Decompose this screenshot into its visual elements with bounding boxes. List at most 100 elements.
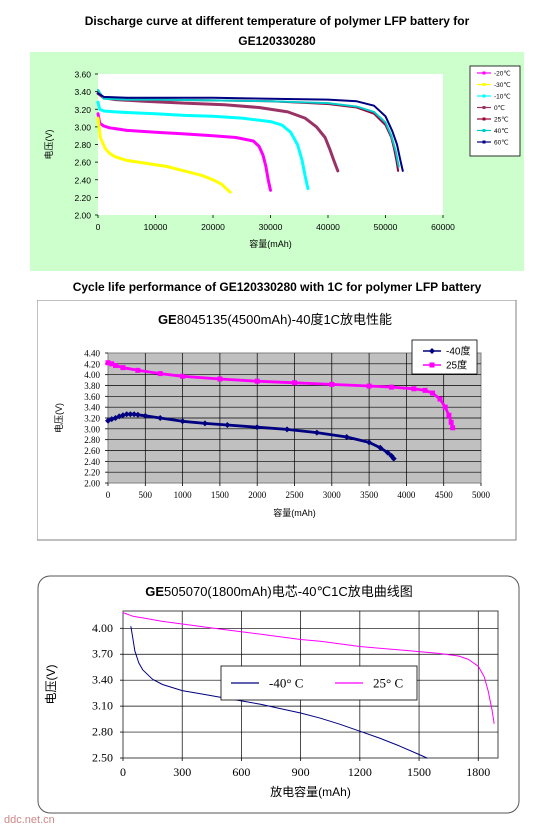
y-tick-label: 4.00 — [84, 370, 100, 380]
x-tick-label: 3500 — [360, 490, 379, 500]
x-tick-label: 1000 — [174, 490, 193, 500]
legend-marker — [482, 83, 486, 86]
data-point — [217, 376, 223, 382]
legend-label: 0℃ — [494, 104, 505, 112]
data-point — [201, 420, 208, 427]
data-point — [442, 404, 448, 410]
x-tick-label: 900 — [292, 765, 310, 779]
x-tick-label: 2500 — [286, 490, 305, 500]
x-tick-label: 40000 — [316, 222, 340, 232]
data-point — [366, 383, 372, 389]
legend-box — [469, 65, 521, 157]
y-tick-label: 3.40 — [84, 403, 100, 413]
data-point — [135, 367, 141, 373]
data-point — [112, 362, 118, 368]
data-point — [343, 433, 350, 440]
plot-area — [98, 74, 443, 215]
data-point — [313, 429, 320, 436]
data-point — [450, 425, 456, 431]
series-line-0 — [96, 112, 272, 192]
legend-marker — [482, 140, 486, 144]
chart-title: GE8045135(4500mAh)-40度1C放电性能 — [158, 312, 392, 327]
series-line-0 — [130, 626, 428, 759]
data-point — [142, 412, 149, 419]
y-tick-label: 2.80 — [92, 725, 113, 739]
legend-marker — [482, 94, 486, 98]
data-point — [422, 387, 428, 393]
series-line-1 — [96, 116, 232, 194]
x-tick-label: 0 — [106, 490, 111, 500]
data-point — [284, 426, 291, 433]
series-line-5 — [97, 88, 400, 168]
chart-temperature-discharge: 2.00 2.20 2.40 2.60 2.80 3.00 3.20 3.40 3.60 0 100… — [30, 52, 524, 271]
chart-title-text: 8045135(4500mAh)-40度1C放电性能 — [177, 312, 392, 327]
data-point — [131, 411, 138, 418]
y-axis-label: 电压(V) — [53, 403, 64, 433]
data-point — [448, 419, 454, 425]
legend-marker — [429, 362, 435, 368]
legend-label: 60℃ — [494, 138, 509, 146]
data-point — [388, 452, 395, 459]
legend-label: -20℃ — [494, 69, 511, 77]
series-line-1 — [122, 612, 495, 724]
chart2-section-title: Cycle life performance of GE120330280 wi… — [72, 280, 482, 294]
data-point — [180, 373, 186, 379]
x-tick-label: 30000 — [259, 222, 283, 232]
y-tick-label: 2.80 — [74, 140, 91, 150]
data-point — [109, 361, 115, 367]
x-tick-label: 0 — [96, 222, 101, 232]
x-tick-label: 4500 — [435, 490, 454, 500]
legend-label: 25° C — [373, 676, 403, 691]
data-point — [120, 365, 126, 371]
legend-label: 40℃ — [494, 127, 509, 135]
y-tick-label: 3.00 — [84, 424, 100, 434]
legend-marker — [482, 117, 486, 121]
legend-marker — [482, 129, 486, 132]
x-tick-label: 5000 — [472, 490, 491, 500]
data-point — [292, 380, 297, 386]
chart-title-bold: GE — [158, 312, 177, 327]
data-point — [366, 439, 373, 446]
data-point — [411, 386, 417, 392]
x-tick-label: 20000 — [201, 222, 225, 232]
y-tick-label: 2.40 — [84, 457, 100, 467]
series-line-6 — [97, 92, 404, 172]
legend-marker — [482, 71, 486, 75]
x-tick-label: 1200 — [348, 765, 372, 779]
y-tick-label: 2.80 — [84, 435, 100, 445]
y-tick-label: 4.40 — [84, 349, 100, 359]
data-point — [179, 418, 186, 425]
data-point — [119, 412, 126, 419]
data-point — [430, 390, 436, 396]
chart-40deg-1c-discharge: GE8045135(4500mAh)-40度1C放电性能 2.002.202.40… — [37, 300, 517, 541]
x-tick-label: 600 — [232, 765, 250, 779]
chart1-title-line2: GE120330280 — [238, 34, 316, 48]
legend-label: 25度 — [446, 359, 467, 372]
data-point — [254, 424, 261, 431]
chart-title-text: 505070(1800mAh)电芯-40℃1C放电曲线图 — [164, 584, 413, 599]
x-axis-label: 放电容量(mAh) — [270, 784, 351, 799]
y-tick-label: 3.00 — [74, 122, 91, 132]
y-tick-label: 2.60 — [84, 446, 100, 456]
chart-505070-discharge: GE505070(1800mAh)电芯-40℃1C放电曲线图 2.50 2.80 3.… — [37, 575, 520, 814]
legend-label: -10℃ — [494, 92, 511, 100]
y-axis-label: 电压(V) — [43, 129, 54, 159]
y-tick-label: 3.40 — [74, 87, 91, 97]
legend-box — [411, 339, 478, 375]
y-tick-label: 3.20 — [84, 414, 100, 424]
data-point — [329, 381, 335, 387]
x-tick-label: 0 — [120, 765, 126, 779]
chart-title: GE505070(1800mAh)电芯-40℃1C放电曲线图 — [145, 584, 413, 599]
y-tick-label: 3.60 — [84, 392, 100, 402]
chart1-title-line1: Discharge curve at different temperature… — [84, 14, 470, 28]
y-axis-label: 电压(V) — [44, 664, 58, 704]
data-point — [157, 371, 163, 377]
y-tick-label: 3.20 — [74, 105, 91, 115]
x-tick-label: 60000 — [431, 222, 455, 232]
legend-marker — [429, 348, 435, 354]
data-point — [105, 360, 111, 366]
x-tick-label: 1500 — [407, 765, 431, 779]
y-tick-label: 3.70 — [92, 647, 113, 661]
y-tick-label: 4.20 — [84, 359, 100, 369]
legend-label: -40度 — [446, 345, 470, 358]
